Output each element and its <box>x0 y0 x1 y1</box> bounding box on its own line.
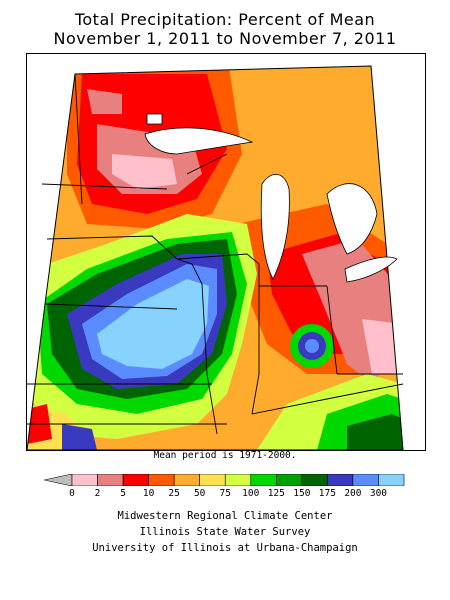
mean-period-note: Mean period is 1971-2000. <box>153 450 297 461</box>
legend-tick-175: 175 <box>318 488 336 499</box>
legend-swatch-12 <box>378 474 405 486</box>
legend-under-arrow <box>44 474 73 486</box>
legend-tick-75: 75 <box>219 488 231 499</box>
legend-tick-2: 2 <box>94 488 101 499</box>
legend-tick-10: 10 <box>142 488 155 499</box>
legend-tick-0: 0 <box>69 488 75 499</box>
great-lakes <box>144 113 398 283</box>
legend-swatch-4 <box>173 474 200 486</box>
credit-mrcc: Midwestern Regional Climate Center <box>117 510 333 522</box>
legend-swatch-5 <box>199 474 226 486</box>
credit-uiuc: University of Illinois at Urbana-Champai… <box>92 542 358 554</box>
state-borders <box>27 73 404 435</box>
precipitation-field <box>27 66 403 450</box>
legend-swatch-11 <box>352 474 379 486</box>
legend-swatch-3 <box>148 474 175 486</box>
legend-tick-100: 100 <box>242 488 260 499</box>
legend-tick-200: 200 <box>344 488 362 499</box>
legend-swatch-6 <box>224 474 252 486</box>
legend-tick-50: 50 <box>193 488 206 499</box>
color-legend <box>44 474 405 486</box>
precipitation-map <box>26 53 426 451</box>
legend-tick-150: 150 <box>293 488 311 499</box>
legend-swatch-8 <box>276 474 303 486</box>
legend-tick-5: 5 <box>120 488 126 499</box>
legend-swatch-7 <box>250 474 277 486</box>
legend-swatch-9 <box>301 474 328 486</box>
legend-swatch-10 <box>327 474 354 486</box>
legend-tick-labels: 0 2 5 10 25 50 75 100 125 150 175 200 300 <box>44 488 406 500</box>
legend-tick-25: 25 <box>168 488 180 499</box>
map-date-range: November 1, 2011 to November 7, 2011 <box>53 29 397 48</box>
legend-swatch-1 <box>97 474 124 486</box>
legend-tick-300: 300 <box>369 488 388 499</box>
map-title: Total Precipitation: Percent of Mean <box>74 10 376 29</box>
legend-swatch-0 <box>71 474 98 486</box>
legend-swatch-2 <box>122 474 149 486</box>
legend-tick-125: 125 <box>267 488 285 499</box>
credit-isws: Illinois State Water Survey <box>139 526 311 538</box>
